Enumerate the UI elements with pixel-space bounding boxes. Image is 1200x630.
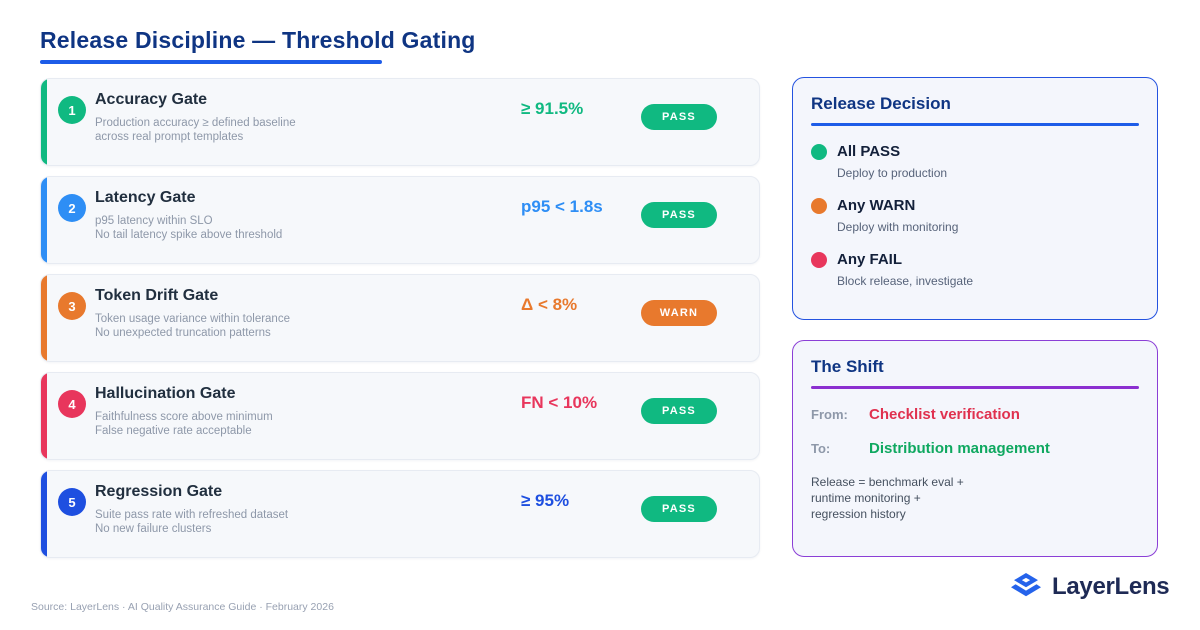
gate-description-line1: Token usage variance within tolerance xyxy=(95,313,290,325)
shift-note-line: regression history xyxy=(811,507,906,521)
decision-description: Block release, investigate xyxy=(837,274,974,288)
gate-accent-bar xyxy=(41,275,47,361)
gate-title: Latency Gate xyxy=(95,189,196,206)
status-dot-icon xyxy=(811,252,827,268)
gate-row-latency: 2 Latency Gate p95 latency within SLO No… xyxy=(40,176,760,264)
gate-row-hallucination: 4 Hallucination Gate Faithfulness score … xyxy=(40,372,760,460)
page-title: Release Discipline — Threshold Gating xyxy=(40,27,476,53)
shift-note-line: Release = benchmark eval + xyxy=(811,475,964,489)
decision-label: Any WARN xyxy=(837,197,916,214)
gate-accent-bar xyxy=(41,373,47,459)
gate-threshold-value: Δ < 8% xyxy=(521,295,578,314)
gate-threshold-value: ≥ 95% xyxy=(521,491,570,510)
decision-description: Deploy to production xyxy=(837,166,948,180)
to-value: Distribution management xyxy=(869,440,1050,457)
gate-accent-bar xyxy=(41,177,47,263)
decision-item-all-pass: All PASS Deploy to production xyxy=(811,143,1139,180)
gate-description-line2: No new failure clusters xyxy=(95,523,212,535)
status-badge: PASS xyxy=(641,398,717,424)
from-label: From: xyxy=(811,407,848,422)
gate-description-line1: Suite pass rate with refreshed dataset xyxy=(95,509,289,521)
gate-row-token-drift: 3 Token Drift Gate Token usage variance … xyxy=(40,274,760,362)
status-badge: PASS xyxy=(641,202,717,228)
decision-item-any-fail: Any FAIL Block release, investigate xyxy=(811,251,1139,288)
to-label: To: xyxy=(811,441,831,456)
from-value: Checklist verification xyxy=(869,406,1020,423)
gate-title: Regression Gate xyxy=(95,483,223,500)
panel-title-underline xyxy=(811,386,1139,389)
shift-note: Release = benchmark eval + runtime monit… xyxy=(811,474,1139,522)
decision-label: Any FAIL xyxy=(837,251,903,268)
release-decision-panel: Release Decision All PASS Deploy to prod… xyxy=(792,77,1158,320)
decision-item-any-warn: Any WARN Deploy with monitoring xyxy=(811,197,1139,234)
decision-label: All PASS xyxy=(837,143,901,160)
gate-list: 1 Accuracy Gate Production accuracy ≥ de… xyxy=(40,78,760,568)
shift-note-line: runtime monitoring + xyxy=(811,491,921,505)
gate-threshold-value: ≥ 91.5% xyxy=(521,99,584,118)
gate-description-line2: False negative rate acceptable xyxy=(95,425,252,437)
status-badge: PASS xyxy=(641,496,717,522)
gate-number-badge: 5 xyxy=(58,488,86,516)
panel-title-underline xyxy=(811,123,1139,126)
gate-description-line1: Faithfulness score above minimum xyxy=(95,411,273,423)
gate-accent-bar xyxy=(41,79,47,165)
brand-name: LayerLens xyxy=(1052,572,1170,600)
shift-from-row: From: Checklist verification xyxy=(811,406,1139,423)
gate-title: Accuracy Gate xyxy=(95,91,208,108)
status-dot-icon xyxy=(811,144,827,160)
gate-accent-bar xyxy=(41,471,47,557)
gate-description-line1: p95 latency within SLO xyxy=(95,215,213,227)
the-shift-panel: The Shift From: Checklist verification T… xyxy=(792,340,1158,557)
gate-description-line1: Production accuracy ≥ defined baseline xyxy=(95,117,296,129)
source-attribution: Source: LayerLens · AI Quality Assurance… xyxy=(31,601,334,613)
gate-description-line2: No tail latency spike above threshold xyxy=(95,229,283,241)
gate-description-line2: No unexpected truncation patterns xyxy=(95,327,271,339)
gate-number-badge: 3 xyxy=(58,292,86,320)
gate-number-badge: 4 xyxy=(58,390,86,418)
gate-threshold-value: FN < 10% xyxy=(521,393,598,412)
gate-number-badge: 2 xyxy=(58,194,86,222)
status-dot-icon xyxy=(811,198,827,214)
layerlens-logo-icon xyxy=(1008,571,1044,602)
gate-title: Hallucination Gate xyxy=(95,385,236,402)
status-badge: WARN xyxy=(641,300,717,326)
title-underline xyxy=(40,60,382,64)
shift-to-row: To: Distribution management xyxy=(811,440,1139,457)
panel-title: Release Decision xyxy=(811,94,951,113)
gate-row-accuracy: 1 Accuracy Gate Production accuracy ≥ de… xyxy=(40,78,760,166)
gate-threshold-value: p95 < 1.8s xyxy=(521,197,603,216)
gate-description-line2: across real prompt templates xyxy=(95,131,244,143)
gate-number-badge: 1 xyxy=(58,96,86,124)
status-badge: PASS xyxy=(641,104,717,130)
decision-description: Deploy with monitoring xyxy=(837,220,959,234)
panel-title: The Shift xyxy=(811,357,884,376)
gate-title: Token Drift Gate xyxy=(95,287,219,304)
gate-row-regression: 5 Regression Gate Suite pass rate with r… xyxy=(40,470,760,558)
brand-lockup: LayerLens xyxy=(1008,571,1170,602)
